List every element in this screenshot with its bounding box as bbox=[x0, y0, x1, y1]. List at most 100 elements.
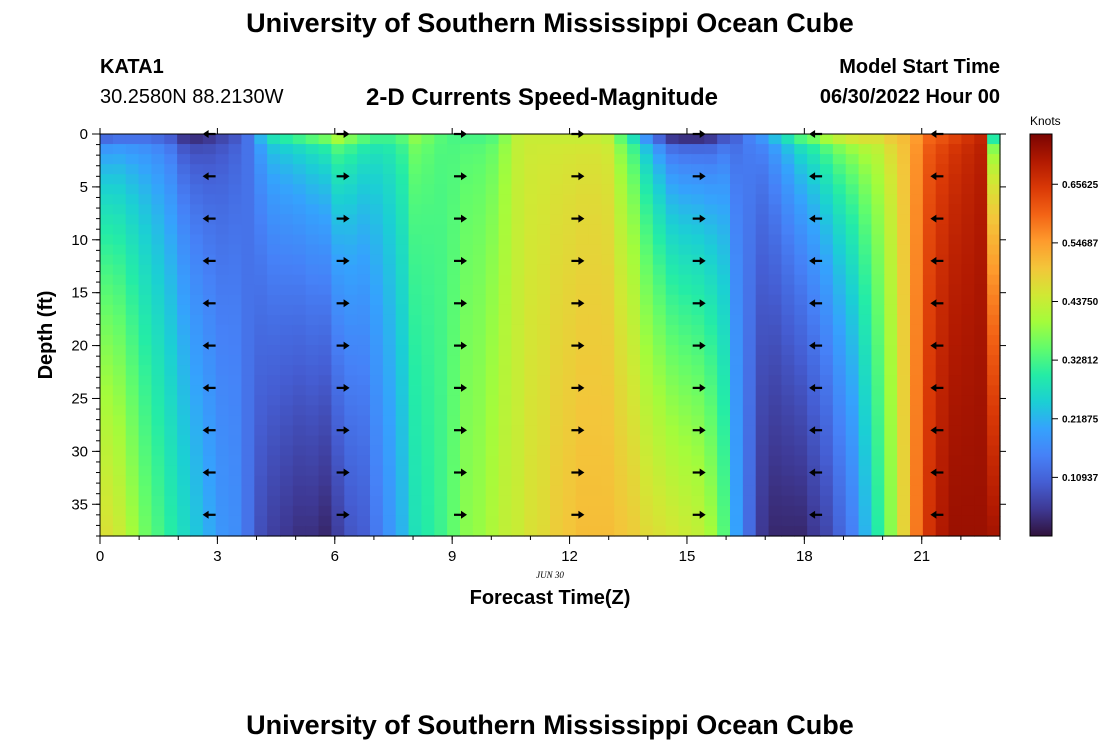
heatmap-cell bbox=[897, 335, 911, 346]
heatmap-cell bbox=[190, 274, 204, 286]
heatmap-cell bbox=[485, 435, 500, 447]
heatmap-cell bbox=[344, 314, 358, 326]
heatmap-cell bbox=[781, 164, 795, 175]
heatmap-cell bbox=[151, 445, 165, 457]
heatmap-cell bbox=[691, 194, 705, 205]
heatmap-cell bbox=[190, 435, 204, 447]
heatmap-cell bbox=[871, 244, 885, 256]
heatmap-cell bbox=[691, 345, 705, 356]
heatmap-cell bbox=[922, 204, 937, 215]
heatmap-cell bbox=[498, 445, 513, 457]
current-arrow bbox=[202, 172, 216, 181]
heatmap-cell bbox=[408, 214, 423, 226]
heatmap-cell bbox=[794, 365, 808, 376]
heatmap-cell bbox=[112, 284, 127, 296]
heatmap-cell bbox=[987, 164, 1001, 175]
heatmap-cell bbox=[640, 264, 654, 276]
heatmap-cell bbox=[100, 264, 114, 276]
heatmap-cell bbox=[305, 405, 320, 416]
heatmap-cell bbox=[832, 294, 847, 306]
heatmap-cell bbox=[485, 144, 500, 155]
heatmap-cell bbox=[910, 144, 924, 155]
heatmap-cell bbox=[434, 425, 448, 437]
heatmap-cell bbox=[601, 505, 615, 517]
heatmap-cell bbox=[768, 304, 783, 316]
heatmap-cell bbox=[575, 445, 590, 457]
heatmap-cell bbox=[884, 495, 898, 507]
heatmap-cell bbox=[987, 505, 1001, 517]
heatmap-cell bbox=[190, 204, 204, 215]
heatmap-cell bbox=[344, 525, 358, 537]
current-arrow bbox=[930, 299, 944, 308]
heatmap-cell bbox=[974, 455, 988, 467]
heatmap-cell bbox=[845, 214, 860, 226]
heatmap-cell bbox=[344, 455, 358, 467]
heatmap-cell bbox=[884, 395, 898, 406]
heatmap-cell bbox=[987, 515, 1001, 527]
heatmap-cell bbox=[125, 224, 140, 236]
heatmap-cell bbox=[151, 234, 165, 246]
heatmap-cell bbox=[511, 445, 525, 457]
heatmap-cell bbox=[614, 224, 628, 236]
heatmap-cell bbox=[961, 465, 975, 477]
heatmap-cell bbox=[588, 485, 603, 497]
heatmap-cell bbox=[408, 345, 423, 356]
heatmap-cell bbox=[910, 415, 924, 427]
heatmap-cell bbox=[562, 204, 577, 215]
heatmap-cell bbox=[730, 485, 744, 497]
heatmap-cell bbox=[100, 425, 114, 437]
heatmap-cell bbox=[910, 314, 924, 326]
heatmap-cell bbox=[588, 284, 603, 296]
heatmap-cell bbox=[755, 224, 770, 236]
heatmap-cell bbox=[100, 234, 114, 246]
heatmap-cell bbox=[254, 485, 268, 497]
heatmap-cell bbox=[434, 335, 448, 346]
heatmap-cell bbox=[742, 345, 757, 356]
heatmap-cell bbox=[588, 194, 603, 205]
heatmap-cell bbox=[421, 345, 435, 356]
heatmap-cell bbox=[562, 475, 577, 487]
heatmap-cell bbox=[614, 214, 628, 226]
heatmap-cell bbox=[254, 525, 268, 537]
heatmap-cell bbox=[100, 184, 114, 195]
heatmap-cell bbox=[781, 144, 795, 155]
heatmap-cell bbox=[331, 515, 345, 527]
heatmap-cell bbox=[370, 274, 384, 286]
heatmap-cell bbox=[562, 244, 577, 256]
heatmap-cell bbox=[678, 144, 693, 155]
footer-title: University of Southern Mississippi Ocean… bbox=[246, 710, 854, 740]
heatmap-cell bbox=[575, 335, 590, 346]
heatmap-cell bbox=[614, 455, 628, 467]
current-arrow bbox=[809, 299, 823, 308]
y-tick-label: 0 bbox=[80, 126, 88, 143]
heatmap-cell bbox=[588, 324, 603, 336]
heatmap-cell bbox=[331, 214, 345, 226]
heatmap-cell bbox=[858, 214, 873, 226]
heatmap-cell bbox=[640, 234, 654, 246]
heatmap-cell bbox=[305, 324, 320, 336]
heatmap-cell bbox=[678, 345, 693, 356]
heatmap-cell bbox=[717, 435, 731, 447]
heatmap-cell bbox=[742, 174, 757, 185]
heatmap-cell bbox=[421, 415, 435, 427]
heatmap-cell bbox=[717, 204, 731, 215]
heatmap-cell bbox=[382, 314, 397, 326]
heatmap-cell bbox=[254, 425, 268, 437]
heatmap-cell bbox=[164, 365, 178, 376]
heatmap-cell bbox=[884, 445, 898, 457]
heatmap-cell bbox=[241, 134, 255, 145]
heatmap-cell bbox=[640, 525, 654, 537]
heatmap-cell bbox=[845, 224, 860, 236]
heatmap-cell bbox=[485, 515, 500, 527]
heatmap-cell bbox=[820, 174, 834, 185]
heatmap-cell bbox=[241, 525, 255, 537]
heatmap-cell bbox=[974, 485, 988, 497]
heatmap-cell bbox=[280, 485, 294, 497]
heatmap-cell bbox=[601, 324, 615, 336]
heatmap-cell bbox=[202, 355, 217, 366]
heatmap-cell bbox=[987, 234, 1001, 246]
heatmap-cell bbox=[460, 385, 474, 396]
heatmap-cell bbox=[871, 425, 885, 437]
heatmap-cell bbox=[961, 525, 975, 537]
heatmap-cell bbox=[537, 345, 551, 356]
